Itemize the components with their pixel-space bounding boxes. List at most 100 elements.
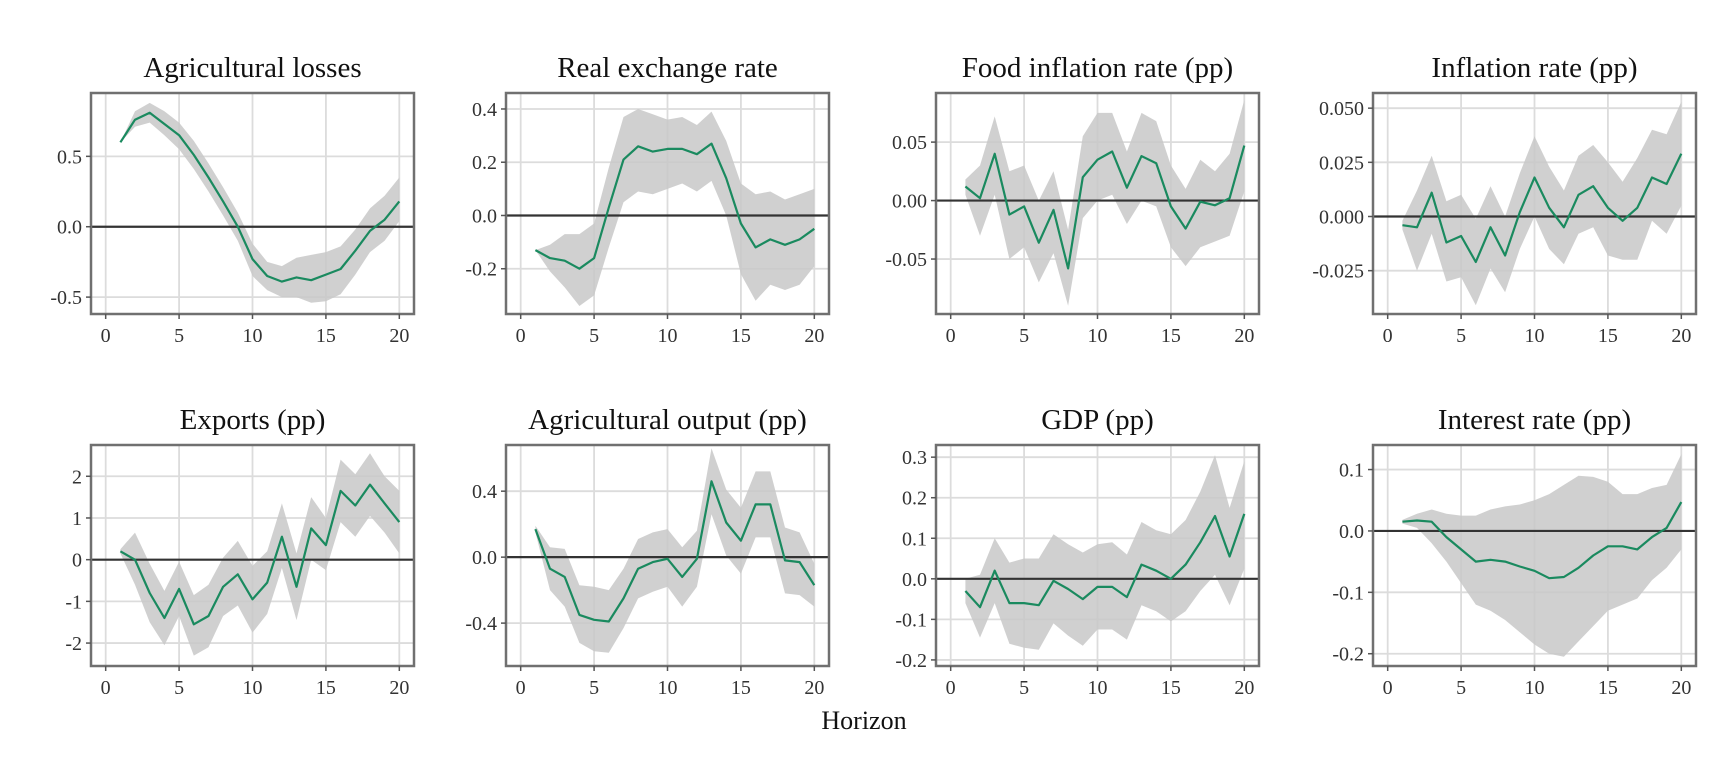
y-tick-label: -0.025 xyxy=(1312,261,1364,283)
x-tick-label: 20 xyxy=(389,677,409,699)
y-tick-label: 0.0 xyxy=(472,205,497,227)
response-line xyxy=(534,142,815,270)
y-tick-label: 2 xyxy=(72,466,82,488)
y-tick-label: 0.3 xyxy=(902,447,927,469)
x-tick-label: 0 xyxy=(946,325,956,347)
x-tick-label: 10 xyxy=(1525,325,1545,347)
x-tick-label: 5 xyxy=(1019,677,1029,699)
panel-1: Agricultural losses 0 5 10 15 20 -0.5 0.0 0.5 xyxy=(50,52,416,347)
x-tick-label: 20 xyxy=(1671,677,1691,699)
y-tick-label: -1 xyxy=(65,591,82,613)
y-tick-label: 0.00 xyxy=(892,191,927,213)
y-tick-label: 0.0 xyxy=(1339,521,1364,543)
y-tick-label: -0.4 xyxy=(465,613,497,635)
x-tick-label: 15 xyxy=(731,325,751,347)
x-axis-label: Horizon xyxy=(821,706,906,735)
panel-title: Real exchange rate xyxy=(557,52,778,84)
panel-title: Food inflation rate (pp) xyxy=(962,52,1233,84)
y-tick-label: 0.05 xyxy=(892,132,927,154)
panel-7: GDP (pp) 0 5 10 15 20 -0.2 -0.1 0.0 0.1 0.2 0.3 xyxy=(895,404,1261,699)
y-tick-label: -0.2 xyxy=(895,650,927,672)
confidence-band xyxy=(535,109,815,306)
y-tick-label: 0.1 xyxy=(1339,460,1364,482)
x-tick-label: 20 xyxy=(1234,677,1254,699)
response-line xyxy=(534,480,816,623)
panel-title: Interest rate (pp) xyxy=(1438,404,1631,436)
panel-6: Agricultural output (pp) 0 5 10 15 20 -0.4 0.0 0… xyxy=(465,404,831,699)
x-tick-label: 5 xyxy=(174,677,184,699)
x-tick-label: 20 xyxy=(389,325,409,347)
confidence-band xyxy=(120,453,400,656)
response-line xyxy=(1402,501,1683,580)
panel-5: Exports (pp) 0 5 10 15 20 -2 -1 0 1 2 xyxy=(65,404,416,699)
x-tick-label: 5 xyxy=(174,325,184,347)
confidence-band xyxy=(120,102,400,303)
panel-3: Food inflation rate (pp) 0 5 10 15 20 -0.05 0.0… xyxy=(885,52,1261,347)
confidence-band xyxy=(965,100,1245,306)
y-tick-label: 0.4 xyxy=(472,99,497,121)
y-tick-label: -0.2 xyxy=(1332,644,1364,666)
y-tick-label: 1 xyxy=(72,508,82,530)
y-tick-label: 0.4 xyxy=(472,481,497,503)
x-tick-label: 10 xyxy=(1525,677,1545,699)
x-tick-label: 10 xyxy=(658,325,678,347)
y-tick-label: -0.2 xyxy=(465,259,497,281)
panel-title: Agricultural losses xyxy=(143,52,361,84)
y-tick-label: -0.1 xyxy=(1332,582,1364,604)
x-tick-label: 0 xyxy=(1383,325,1393,347)
x-tick-label: 15 xyxy=(316,325,336,347)
x-tick-label: 20 xyxy=(804,677,824,699)
panel-4: Inflation rate (pp) 0 5 10 15 20 -0.025 0.000 0.… xyxy=(1312,52,1698,347)
x-tick-label: 5 xyxy=(1456,677,1466,699)
y-tick-label: 0.2 xyxy=(472,152,497,174)
y-tick-label: -0.5 xyxy=(50,287,82,309)
x-tick-label: 15 xyxy=(1598,325,1618,347)
y-tick-label: 0.1 xyxy=(902,528,927,550)
panel-2: Real exchange rate 0 5 10 15 20 -0.2 0.0 0.2 0.4 xyxy=(465,52,831,347)
x-tick-label: 5 xyxy=(589,677,599,699)
x-tick-label: 5 xyxy=(1019,325,1029,347)
x-tick-label: 0 xyxy=(1383,677,1393,699)
x-tick-label: 15 xyxy=(316,677,336,699)
response-line xyxy=(119,111,401,283)
x-tick-label: 10 xyxy=(1088,325,1108,347)
y-tick-label: 0.0 xyxy=(472,547,497,569)
x-tick-label: 20 xyxy=(1234,325,1254,347)
y-tick-label: 0.0 xyxy=(902,569,927,591)
x-tick-label: 10 xyxy=(1088,677,1108,699)
x-tick-label: 0 xyxy=(101,677,111,699)
y-tick-label: -2 xyxy=(65,633,82,655)
x-tick-label: 15 xyxy=(731,677,751,699)
y-tick-label: 0.5 xyxy=(57,146,82,168)
confidence-band xyxy=(535,448,815,653)
response-line xyxy=(119,483,401,626)
response-line xyxy=(964,145,1246,270)
x-tick-label: 0 xyxy=(946,677,956,699)
panel-title: Inflation rate (pp) xyxy=(1431,52,1637,84)
y-tick-label: -0.05 xyxy=(885,249,927,271)
x-tick-label: 20 xyxy=(804,325,824,347)
y-tick-label: 0.025 xyxy=(1319,152,1364,174)
x-tick-label: 15 xyxy=(1598,677,1618,699)
confidence-band xyxy=(1402,454,1682,657)
panel-title: Agricultural output (pp) xyxy=(528,404,807,436)
response-line xyxy=(1402,153,1683,264)
y-tick-label: -0.1 xyxy=(895,609,927,631)
panel-title: GDP (pp) xyxy=(1041,404,1154,436)
x-tick-label: 0 xyxy=(516,677,526,699)
x-tick-label: 5 xyxy=(589,325,599,347)
x-tick-label: 15 xyxy=(1161,677,1181,699)
x-tick-label: 15 xyxy=(1161,325,1181,347)
panel-title: Exports (pp) xyxy=(180,404,326,436)
x-tick-label: 20 xyxy=(1671,325,1691,347)
x-tick-label: 0 xyxy=(101,325,111,347)
confidence-band xyxy=(965,455,1245,650)
y-tick-label: 0.050 xyxy=(1319,98,1364,120)
x-tick-label: 10 xyxy=(243,325,263,347)
y-tick-label: 0.000 xyxy=(1319,207,1364,229)
x-tick-label: 5 xyxy=(1456,325,1466,347)
x-tick-label: 0 xyxy=(516,325,526,347)
panel-8: Interest rate (pp) 0 5 10 15 20 -0.2 -0.1 0.0 0.1 xyxy=(1332,404,1698,699)
